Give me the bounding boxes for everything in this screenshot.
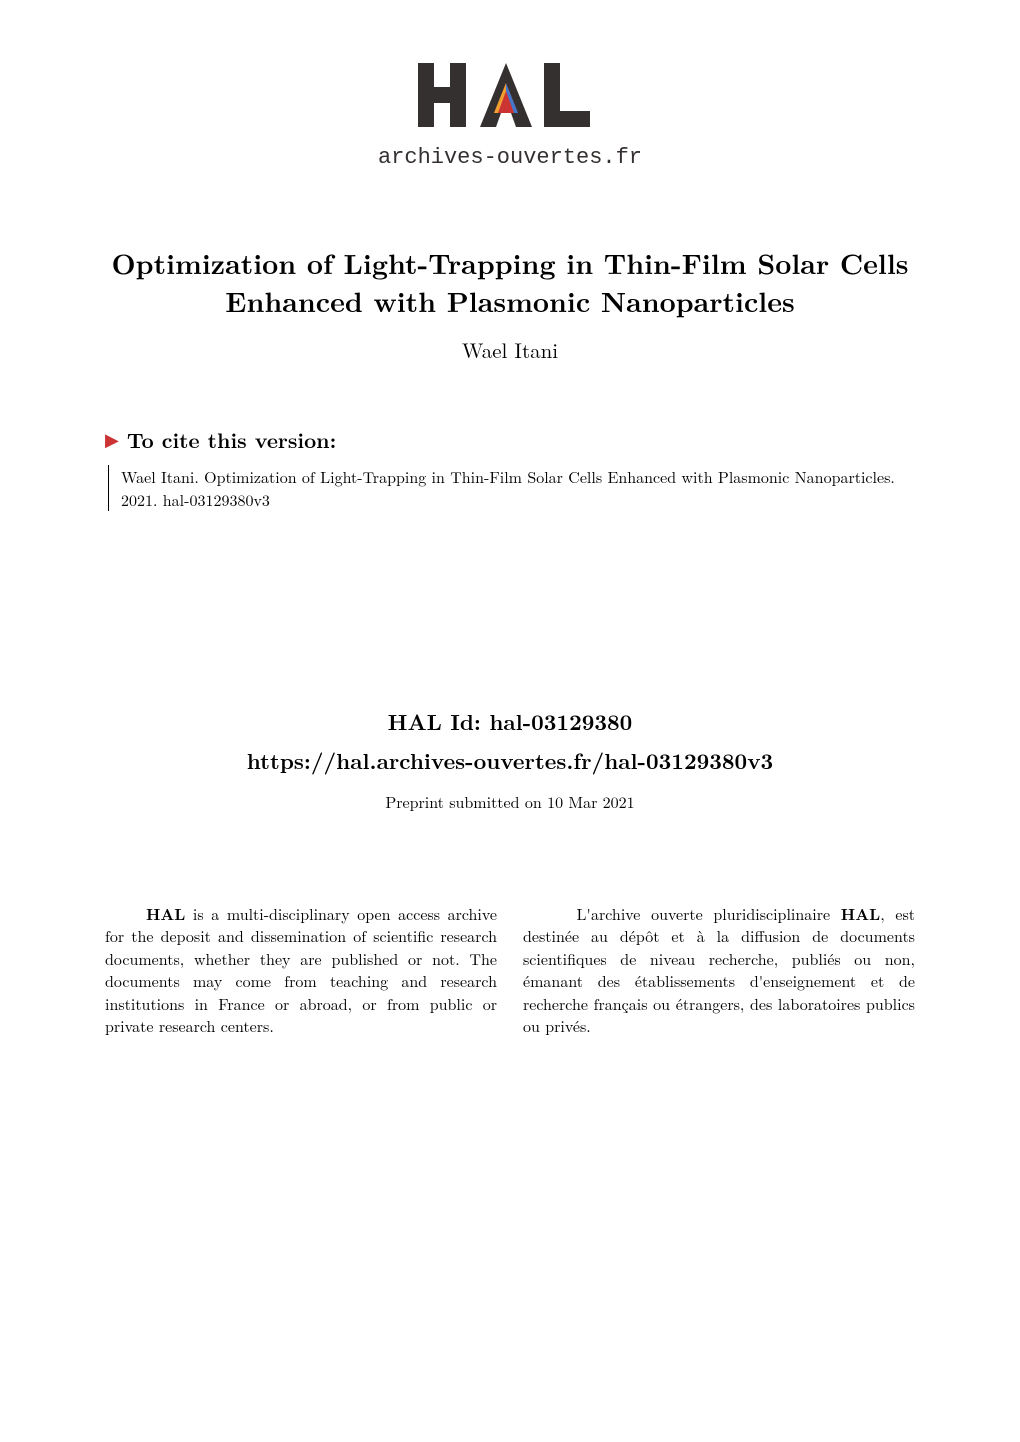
paper-title: Optimization of Light-Trapping in Thin-F… [80, 245, 940, 321]
cite-body: Wael Itani. Optimization of Light-Trappi… [108, 465, 915, 511]
description-section: HAL is a multi-disciplinary open access … [0, 903, 1020, 1037]
paper-author: Wael Itani [80, 335, 940, 365]
cite-title: To cite this version: [127, 425, 336, 455]
paper-title-line1: Optimization of Light-Trapping in Thin-F… [111, 243, 908, 283]
description-right: L'archive ouverte pluridisciplinaire HAL… [523, 903, 915, 1037]
hal-url: https://hal.archives-ouvertes.fr/hal-031… [0, 745, 1020, 776]
description-right-pre: L'archive ouverte pluridisciplinaire [577, 902, 841, 925]
hal-id-section: HAL Id: hal-03129380 https://hal.archive… [0, 706, 1020, 813]
description-left: HAL is a multi-disciplinary open access … [105, 903, 497, 1037]
description-right-bold: HAL [841, 902, 880, 925]
hal-logo: archives-ouvertes.fr [378, 55, 642, 170]
paper-title-line2: Enhanced with Plasmonic Nanoparticles [225, 281, 794, 321]
hal-id: HAL Id: hal-03129380 [0, 706, 1020, 737]
hal-logo-svg [410, 55, 610, 150]
preprint-date: Preprint submitted on 10 Mar 2021 [0, 790, 1020, 813]
logo-tagline: archives-ouvertes.fr [378, 145, 642, 170]
cite-header: ▶ To cite this version: [105, 425, 915, 455]
description-left-bold: HAL [146, 902, 185, 925]
logo-section: archives-ouvertes.fr [0, 0, 1020, 210]
cite-section: ▶ To cite this version: Wael Itani. Opti… [0, 425, 1020, 511]
cite-arrow-icon: ▶ [105, 427, 119, 452]
title-section: Optimization of Light-Trapping in Thin-F… [0, 210, 1020, 395]
